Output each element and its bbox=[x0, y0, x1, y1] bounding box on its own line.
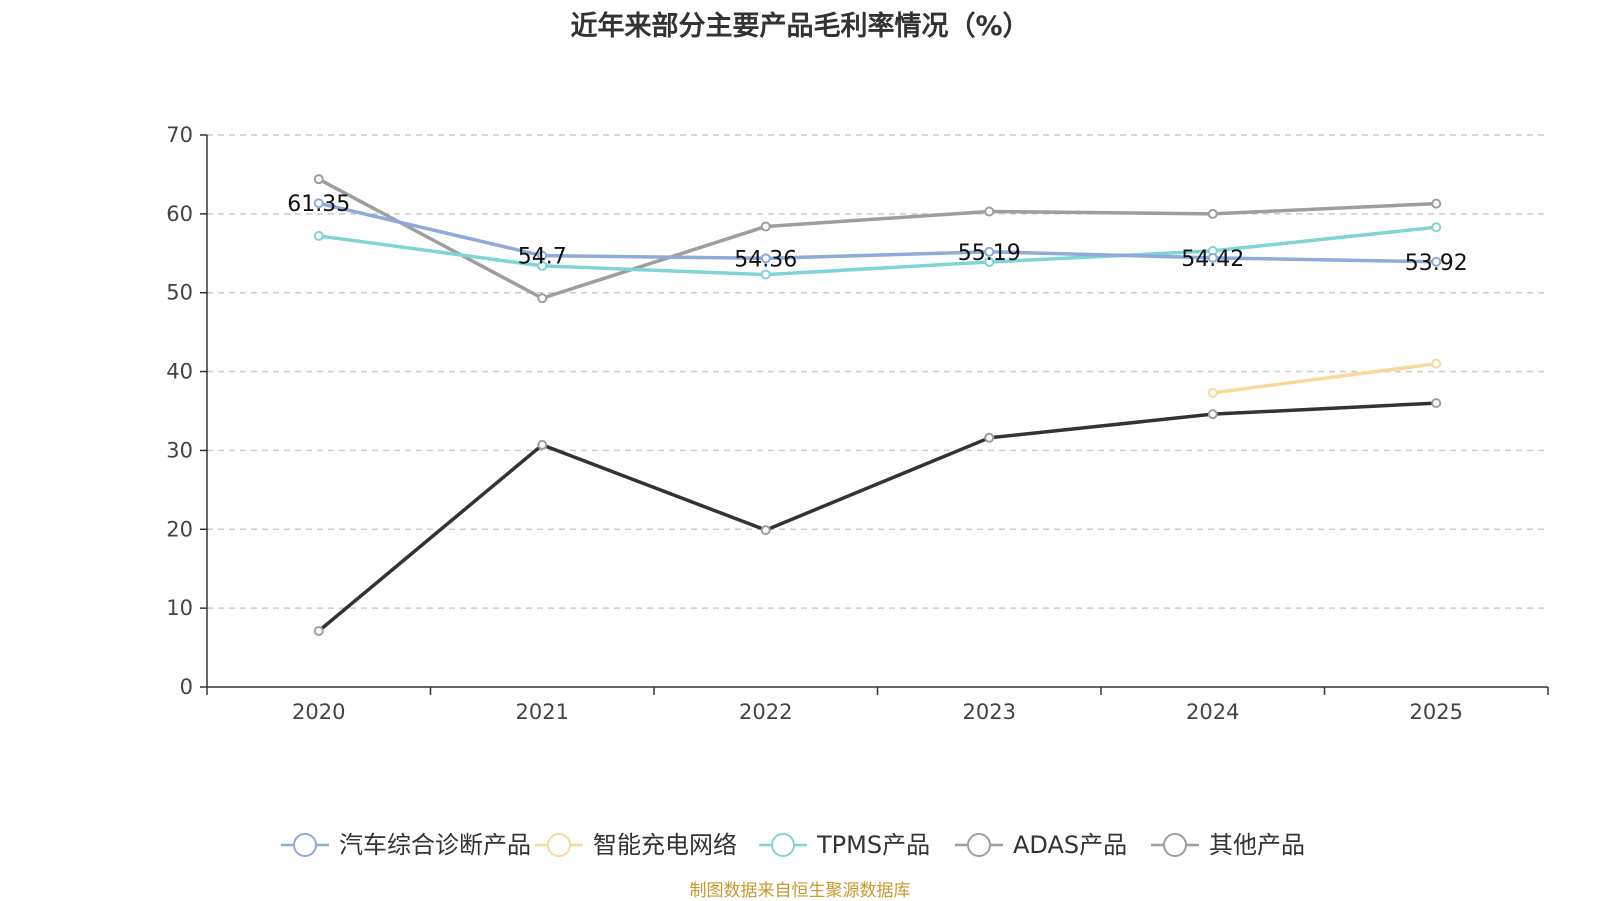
data-label: 55.19 bbox=[958, 241, 1021, 266]
data-label: 54.7 bbox=[518, 245, 567, 270]
data-point-3-4 bbox=[1207, 208, 1218, 219]
legend-label: 智能充电网络 bbox=[593, 831, 737, 859]
series-line-0 bbox=[318, 201, 1437, 264]
data-point-0-0 bbox=[313, 198, 324, 209]
data-point-1-5 bbox=[1431, 358, 1442, 369]
axes: 0 10 20 30 40 50 60 70 2020 2021 2022 2023 2024 2025 bbox=[166, 123, 1549, 724]
x-tick-label-2021: 2021 bbox=[516, 700, 569, 724]
data-point-2-5 bbox=[1431, 222, 1442, 233]
data-point-4-3 bbox=[984, 432, 995, 443]
data-label: 53.92 bbox=[1405, 251, 1468, 276]
data-point-4-2 bbox=[760, 525, 771, 536]
legend: 汽车综合诊断产品 智能充电网络 TPMS产品 ADAS产品 其他产品 bbox=[281, 831, 1305, 859]
legend-label: TPMS产品 bbox=[816, 831, 930, 859]
data-point-3-3 bbox=[984, 206, 995, 217]
legend-label: ADAS产品 bbox=[1013, 831, 1127, 859]
legend-item-2: TPMS产品 bbox=[759, 831, 930, 859]
data-point-2-1 bbox=[537, 260, 548, 271]
series-lines bbox=[313, 174, 1442, 637]
data-point-2-0 bbox=[313, 230, 324, 241]
y-tick-label: 70 bbox=[166, 123, 193, 147]
legend-marker bbox=[967, 833, 991, 857]
data-point-3-5 bbox=[1431, 198, 1442, 209]
grid-lines bbox=[207, 134, 1548, 609]
legend-item-1: 智能充电网络 bbox=[535, 831, 737, 859]
legend-marker bbox=[293, 833, 317, 857]
y-tick-label: 10 bbox=[166, 596, 193, 620]
data-point-1-4 bbox=[1207, 387, 1218, 398]
y-tick-label: 60 bbox=[166, 202, 193, 226]
data-point-4-5 bbox=[1431, 398, 1442, 409]
data-point-4-1 bbox=[537, 439, 548, 450]
y-tick-label: 40 bbox=[166, 360, 193, 384]
x-tick-label-2022: 2022 bbox=[739, 700, 792, 724]
source-footer: 制图数据来自恒生聚源数据库 bbox=[689, 881, 911, 901]
series-line-3 bbox=[317, 177, 1437, 300]
x-tick-label-2025: 2025 bbox=[1410, 700, 1463, 724]
series-line-1 bbox=[1212, 361, 1437, 395]
x-tick-label-2020: 2020 bbox=[292, 700, 345, 724]
data-point-4-0 bbox=[313, 626, 324, 637]
data-point-3-2 bbox=[760, 221, 771, 232]
legend-marker bbox=[1163, 833, 1187, 857]
data-label: 61.35 bbox=[287, 192, 350, 217]
data-point-2-3 bbox=[984, 256, 995, 267]
x-tick-label-2024: 2024 bbox=[1186, 700, 1239, 724]
legend-marker bbox=[547, 833, 571, 857]
legend-label: 其他产品 bbox=[1209, 831, 1305, 859]
data-point-4-4 bbox=[1207, 409, 1218, 420]
data-point-3-1 bbox=[537, 293, 548, 304]
legend-item-3: ADAS产品 bbox=[955, 831, 1127, 859]
y-tick-label: 30 bbox=[166, 438, 193, 462]
y-tick-label: 50 bbox=[166, 281, 193, 305]
chart-title: 近年来部分主要产品毛利率情况（%） bbox=[570, 11, 1030, 42]
data-point-3-0 bbox=[313, 174, 324, 185]
data-point-0-4 bbox=[1207, 252, 1218, 263]
data-label: 54.36 bbox=[734, 247, 797, 272]
data-labels: 61.35 54.7 54.36 55.19 54.42 53.92 bbox=[287, 192, 1467, 276]
legend-marker bbox=[771, 833, 795, 857]
legend-item-0: 汽车综合诊断产品 bbox=[281, 831, 531, 859]
x-tick-label-2023: 2023 bbox=[963, 700, 1016, 724]
data-point-0-1 bbox=[537, 250, 548, 261]
legend-label: 汽车综合诊断产品 bbox=[339, 831, 531, 859]
data-point-2-2 bbox=[760, 269, 771, 280]
data-point-0-3 bbox=[984, 246, 995, 257]
series-line-2 bbox=[318, 225, 1437, 277]
y-tick-label: 0 bbox=[180, 675, 193, 699]
series-line-4 bbox=[317, 401, 1437, 633]
legend-item-4: 其他产品 bbox=[1151, 831, 1305, 859]
data-point-0-2 bbox=[760, 253, 771, 264]
data-label: 54.42 bbox=[1181, 247, 1244, 272]
y-tick-label: 20 bbox=[166, 517, 193, 541]
data-point-0-5 bbox=[1431, 256, 1442, 267]
